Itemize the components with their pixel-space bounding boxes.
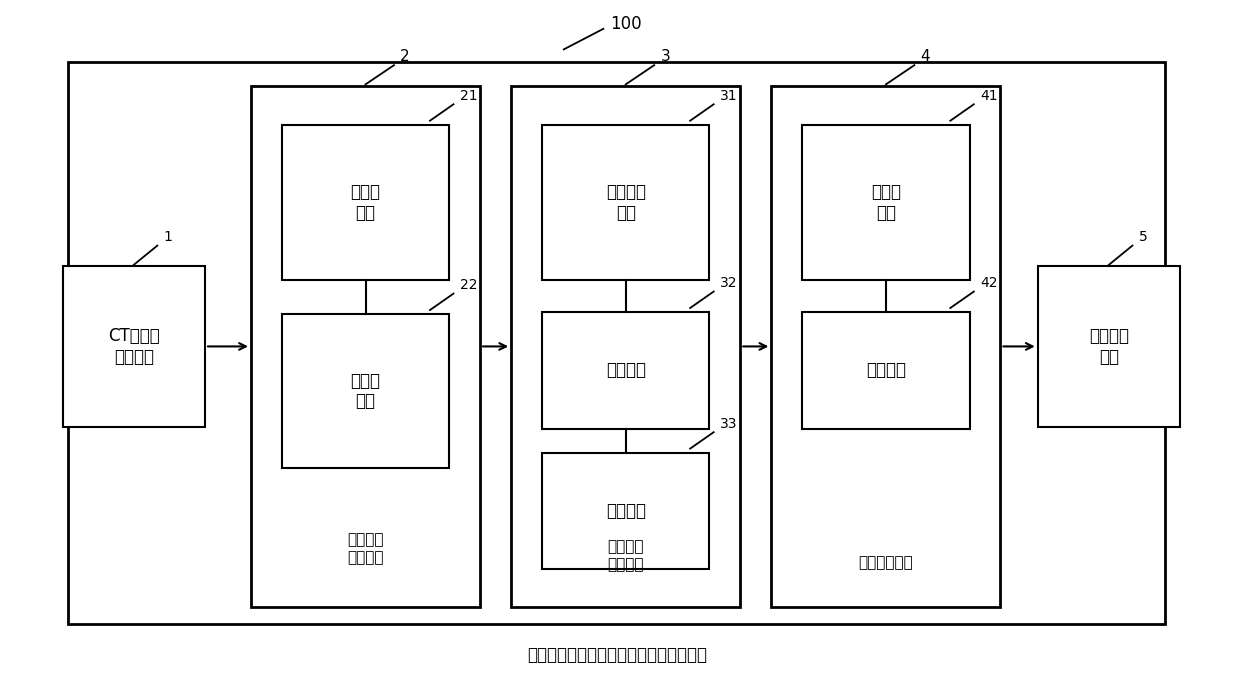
- Text: 三维体
单元: 三维体 单元: [351, 372, 380, 410]
- Text: 32: 32: [720, 276, 737, 290]
- Text: 灰度值
单元: 灰度值 单元: [351, 183, 380, 222]
- Bar: [510, 86, 740, 607]
- Text: CT影像预
处理模块: CT影像预 处理模块: [108, 327, 160, 366]
- Bar: [68, 62, 1165, 624]
- Bar: [803, 312, 969, 429]
- Bar: [803, 126, 969, 280]
- Text: 模型构建
单元: 模型构建 单元: [606, 183, 646, 222]
- Text: 2: 2: [400, 49, 410, 64]
- Bar: [281, 314, 450, 468]
- Bar: [281, 126, 450, 280]
- Text: 填充单元: 填充单元: [606, 502, 646, 520]
- Text: 提取点云
数据模块: 提取点云 数据模块: [347, 532, 384, 565]
- Text: 5: 5: [1139, 230, 1147, 244]
- Bar: [62, 265, 206, 427]
- Text: 顶点映射模块: 顶点映射模块: [859, 555, 913, 570]
- Bar: [543, 126, 709, 280]
- Bar: [250, 86, 479, 607]
- Bar: [771, 86, 1000, 607]
- Text: 基于体素模型的影像重建四边形网格系统: 基于体素模型的影像重建四边形网格系统: [527, 646, 707, 664]
- Bar: [1038, 265, 1180, 427]
- Text: 33: 33: [720, 417, 737, 431]
- Text: 31: 31: [720, 89, 737, 103]
- Text: 100: 100: [610, 15, 642, 33]
- Text: 1: 1: [164, 230, 172, 244]
- Text: 42: 42: [980, 276, 997, 290]
- Text: 21: 21: [460, 89, 477, 103]
- Text: 搜索单元: 搜索单元: [866, 362, 906, 379]
- Text: 修正单元: 修正单元: [606, 362, 646, 379]
- Text: 3: 3: [660, 49, 670, 64]
- Bar: [543, 453, 709, 569]
- Text: 22: 22: [460, 279, 477, 292]
- Text: 单位化
单元: 单位化 单元: [871, 183, 901, 222]
- Text: 网格优化
模块: 网格优化 模块: [1089, 327, 1129, 366]
- Text: 4: 4: [921, 49, 930, 64]
- Bar: [543, 312, 709, 429]
- Text: 41: 41: [980, 89, 997, 103]
- Text: 构建体素
模型模块: 构建体素 模型模块: [607, 539, 644, 572]
